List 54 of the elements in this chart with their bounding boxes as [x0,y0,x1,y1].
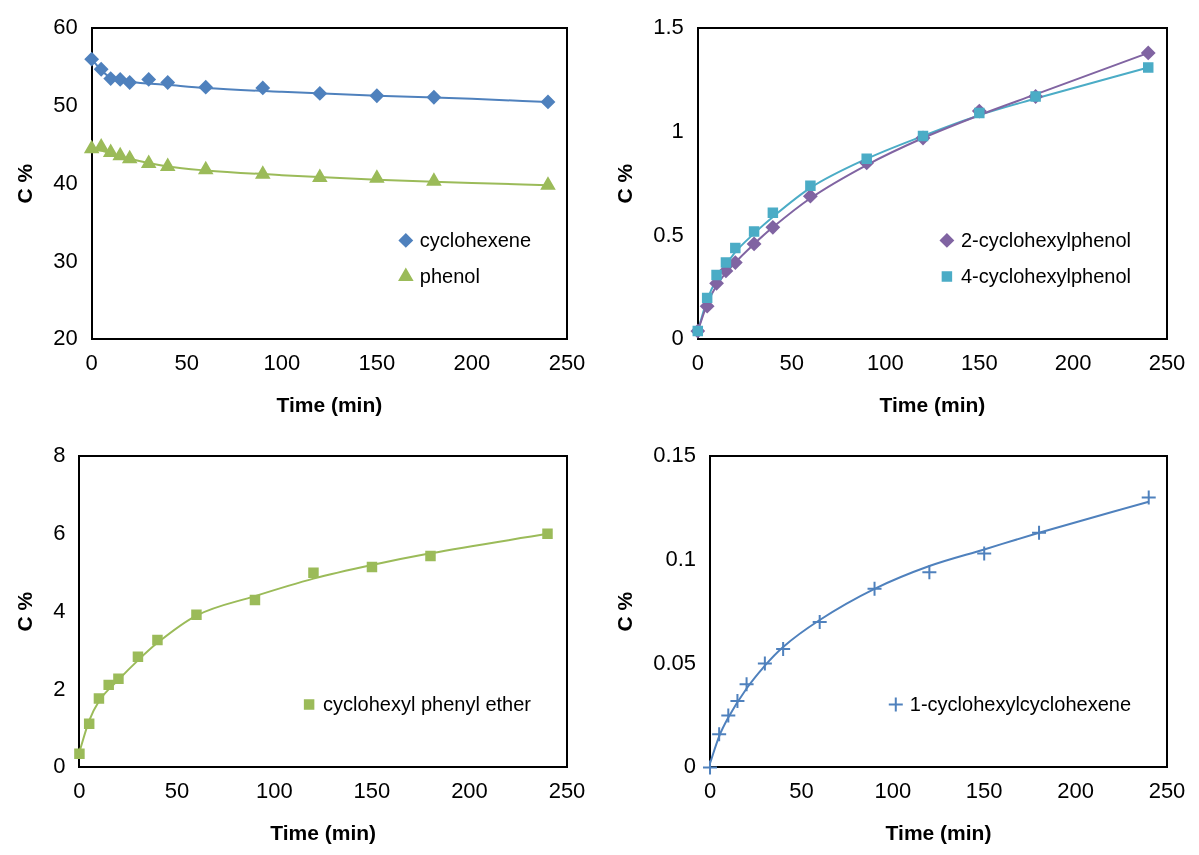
y-axis-title: C % [613,163,637,204]
y-tick-label: 1.5 [653,14,684,40]
x-tick-label: 200 [1057,777,1094,803]
x-tick-label: 200 [453,349,491,375]
x-tick-label: 100 [263,349,301,375]
x-tick-label: 0 [85,349,98,375]
x-axis-title: Time (min) [270,821,377,845]
x-tick-label: 50 [174,349,199,375]
y-axis-title: C % [13,163,37,204]
x-tick-label: 150 [353,777,391,803]
x-tick-label: 50 [164,777,190,803]
x-axis-title: Time (min) [879,393,986,417]
y-tick-label: 0 [683,753,697,779]
y-tick-label: 50 [53,91,78,117]
x-axis-title: Time (min) [276,393,383,417]
y-tick-label: 20 [53,325,78,351]
y-axis-title: C % [613,591,637,632]
y-tick-label: 0 [53,753,66,779]
x-tick-label: 250 [1148,349,1186,375]
legend-label: cyclohexene [419,228,532,251]
legend-label: 2-cyclohexylphenol [960,228,1132,251]
legend-label: cyclohexyl phenyl ether [323,692,532,715]
x-tick-label: 100 [867,349,904,375]
x-tick-label: 150 [960,349,998,375]
y-tick-label: 40 [53,169,78,195]
y-axis-title: C % [13,591,37,632]
x-tick-label: 100 [874,777,912,803]
y-tick-label: 4 [53,597,66,623]
y-tick-label: 0.05 [653,649,697,675]
y-tick-label: 8 [53,442,66,468]
legend-label: phenol [419,264,480,287]
y-tick-label: 2 [53,675,66,701]
x-tick-label: 250 [548,349,586,375]
x-tick-label: 0 [703,777,717,803]
x-tick-label: 50 [789,777,814,803]
x-tick-label: 100 [256,777,293,803]
x-tick-label: 200 [1054,349,1092,375]
y-tick-label: 30 [53,247,78,273]
x-tick-label: 150 [965,777,1003,803]
y-tick-label: 0.5 [653,221,684,247]
y-tick-label: 0 [671,325,684,351]
x-tick-label: 50 [779,349,804,375]
x-tick-label: 250 [548,777,586,803]
y-tick-label: 6 [53,519,66,545]
legend-label: 4-cyclohexylphenol [960,264,1132,287]
y-tick-label: 60 [53,14,78,40]
y-tick-label: 0.15 [653,442,697,468]
x-axis-title: Time (min) [885,821,992,845]
x-tick-label: 150 [358,349,396,375]
y-tick-label: 0.1 [665,545,697,571]
x-tick-label: 250 [1148,777,1186,803]
x-tick-label: 200 [451,777,488,803]
y-tick-label: 1 [671,117,684,143]
legend-label: 1-cyclohexylcyclohexene [909,692,1132,715]
